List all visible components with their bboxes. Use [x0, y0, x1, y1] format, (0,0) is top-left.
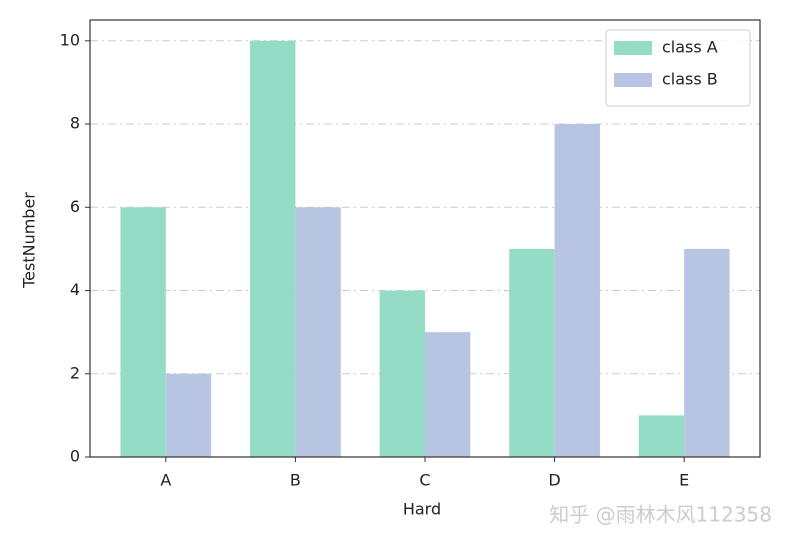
x-tick-label: C — [419, 471, 430, 490]
y-tick-label: 8 — [70, 114, 80, 133]
x-tick-label: D — [548, 471, 560, 490]
bar — [638, 415, 685, 457]
y-axis-label: TestNumber — [20, 192, 39, 289]
y-tick-label: 4 — [70, 280, 80, 299]
bar — [379, 290, 425, 457]
bar — [120, 207, 166, 457]
x-tick-label: A — [160, 471, 171, 490]
x-tick-label: B — [290, 471, 301, 490]
legend: class A class B — [605, 29, 751, 107]
watermark: 知乎 @雨林木风112358 — [549, 503, 772, 527]
y-tick-label: 6 — [70, 197, 80, 216]
legend-label: class A — [662, 38, 718, 57]
y-tick-label: 10 — [60, 30, 80, 49]
x-tick-label: E — [679, 471, 689, 490]
legend-swatch — [614, 73, 652, 87]
bar — [554, 124, 600, 458]
bar — [165, 373, 212, 457]
legend-label: class B — [662, 70, 718, 89]
bar — [509, 248, 555, 457]
x-axis-label: Hard — [403, 500, 441, 519]
bar — [295, 207, 341, 457]
y-tick-label: 0 — [70, 447, 80, 466]
plot-frame — [89, 19, 761, 458]
bar — [425, 332, 471, 457]
bar — [250, 40, 296, 458]
y-tick-label: 2 — [70, 363, 80, 382]
legend-swatch — [614, 41, 652, 55]
bar — [684, 248, 730, 457]
